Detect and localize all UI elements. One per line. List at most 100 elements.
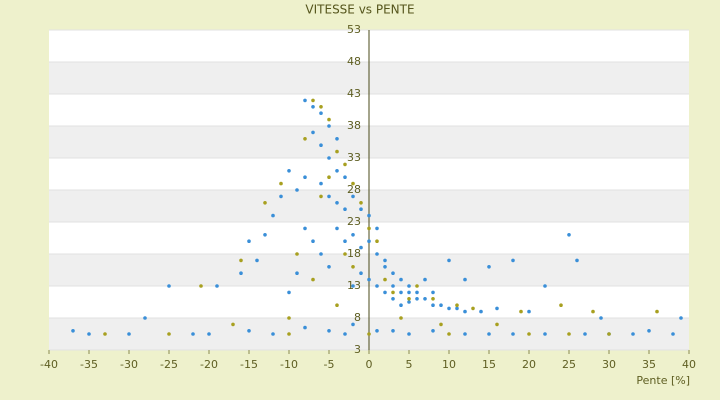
points (71, 98, 683, 336)
point (543, 284, 547, 288)
x-tick-label: 25 (562, 358, 576, 371)
y-tick-label: 3 (354, 343, 361, 356)
point (607, 332, 611, 336)
point (599, 316, 603, 320)
point (207, 332, 211, 336)
point (327, 329, 331, 333)
point (407, 300, 411, 304)
point (407, 297, 411, 301)
y-tick-label: 13 (347, 279, 361, 292)
point (487, 332, 491, 336)
point (671, 332, 675, 336)
point (311, 239, 315, 243)
point (495, 322, 499, 327)
point (191, 332, 195, 336)
point (375, 284, 379, 288)
point (343, 207, 347, 211)
point (343, 332, 347, 336)
point (239, 271, 243, 276)
point (335, 226, 339, 231)
y-tick-label: 28 (347, 183, 361, 196)
point (167, 284, 171, 288)
point (311, 130, 315, 135)
point (559, 303, 563, 308)
point (375, 252, 379, 256)
point (543, 332, 547, 336)
point (463, 309, 467, 314)
y-tick-label: 18 (347, 247, 361, 260)
point (303, 175, 307, 179)
y-tick-label: 23 (347, 215, 361, 228)
point (527, 309, 531, 314)
point (647, 329, 651, 333)
point (271, 213, 275, 218)
point (399, 277, 403, 282)
point (239, 258, 243, 263)
point (431, 303, 435, 308)
point (335, 201, 339, 205)
point (679, 316, 683, 320)
point (167, 332, 171, 336)
point (463, 332, 467, 336)
point (591, 309, 595, 314)
point (255, 258, 259, 263)
point (351, 284, 355, 288)
x-tick-label: -5 (324, 358, 335, 371)
point (303, 98, 307, 103)
point (487, 265, 491, 269)
x-tick-label: 20 (522, 358, 536, 371)
point (511, 332, 515, 336)
point (327, 175, 331, 179)
x-tick-label: 5 (406, 358, 413, 371)
point (199, 284, 203, 288)
point (471, 306, 475, 311)
point (247, 329, 251, 333)
point (375, 329, 379, 333)
point (279, 194, 283, 199)
point (287, 290, 291, 295)
point (359, 207, 363, 211)
point (399, 303, 403, 308)
point (87, 332, 91, 336)
x-tick-label: -20 (200, 358, 218, 371)
x-tick-label: 10 (442, 358, 456, 371)
point (351, 181, 355, 186)
point (247, 239, 251, 243)
point (447, 332, 451, 336)
point (399, 316, 403, 320)
point (383, 258, 387, 263)
point (319, 111, 323, 115)
point (407, 284, 411, 288)
point (383, 265, 387, 269)
x-tick-label: -40 (40, 358, 58, 371)
y-tick-label: 48 (347, 55, 361, 68)
point (335, 303, 339, 308)
point (383, 277, 387, 282)
point (295, 188, 299, 192)
point (271, 332, 275, 336)
point (127, 332, 131, 336)
point (343, 239, 347, 243)
point (263, 201, 267, 205)
point (295, 271, 299, 276)
point (655, 309, 659, 314)
point (303, 325, 307, 330)
point (327, 117, 331, 122)
point (303, 137, 307, 141)
x-tick-label: -25 (160, 358, 178, 371)
point (295, 252, 299, 256)
point (455, 303, 459, 308)
point (327, 265, 331, 269)
point (359, 245, 363, 250)
point (391, 271, 395, 276)
point (463, 277, 467, 282)
point (423, 277, 427, 282)
point (335, 169, 339, 173)
point (327, 194, 331, 199)
point (327, 156, 331, 160)
point (423, 297, 427, 301)
y-tick-label: 8 (354, 311, 361, 324)
point (567, 332, 571, 336)
point (319, 252, 323, 256)
